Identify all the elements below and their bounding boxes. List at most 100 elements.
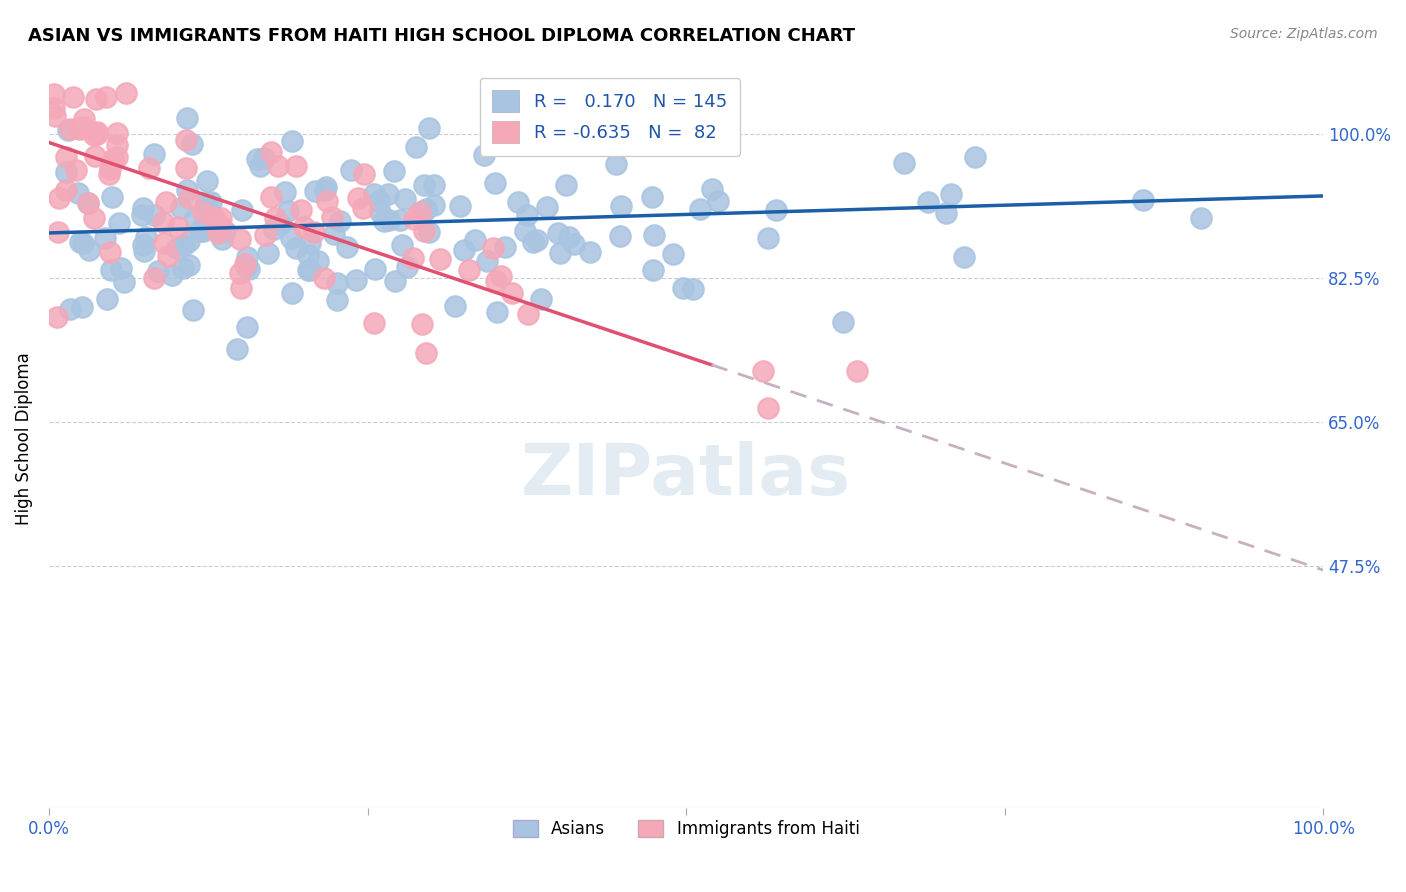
Point [605,156,627,170]
Point [578,244,600,259]
Point [83,211,105,226]
Point [264,211,287,226]
Point [152,215,174,229]
Point [547,227,569,241]
Point [423,178,446,192]
Point [389,212,412,227]
Point [269,217,291,231]
Point [643,227,665,242]
Point [516,208,538,222]
Point [135,230,157,244]
Point [181,303,204,318]
Point [45,310,67,324]
Point [423,198,446,212]
Point [609,229,631,244]
Point [501,286,523,301]
Point [643,263,665,277]
Point [238,261,260,276]
Point [484,176,506,190]
Point [304,184,326,198]
Point [55,164,77,178]
Point [42,101,65,115]
Point [564,237,586,252]
Point [204,211,226,226]
Point [84,92,107,106]
Point [55,183,77,197]
Point [453,244,475,258]
Point [263,222,285,236]
Point [298,235,321,250]
Point [391,237,413,252]
Point [415,346,437,360]
Point [412,224,434,238]
Point [893,155,915,169]
Point [48,191,70,205]
Point [464,233,486,247]
Point [138,161,160,175]
Point [167,220,190,235]
Point [110,261,132,276]
Point [105,150,128,164]
Point [373,214,395,228]
Point [209,211,232,226]
Point [548,246,571,260]
Text: ASIAN VS IMMIGRANTS FROM HAITI HIGH SCHOOL DIPLOMA CORRELATION CHART: ASIAN VS IMMIGRANTS FROM HAITI HIGH SCHO… [28,27,855,45]
Point [48,225,70,239]
Point [166,241,188,255]
Point [72,120,94,134]
Point [100,190,122,204]
Point [132,202,155,216]
Point [76,196,98,211]
Point [935,205,957,219]
Point [229,232,252,246]
Point [515,224,537,238]
Point [176,133,198,147]
Point [352,201,374,215]
Point [55,151,77,165]
Point [314,271,336,285]
Point [412,203,434,218]
Point [458,263,481,277]
Point [409,204,432,219]
Point [706,194,728,209]
Point [195,174,218,188]
Point [336,240,359,254]
Point [103,152,125,166]
Point [229,280,252,294]
Point [211,232,233,246]
Point [292,219,315,234]
Point [965,150,987,164]
Point [444,299,467,313]
Point [482,241,505,255]
Point [297,262,319,277]
Point [195,200,218,214]
Point [689,202,711,216]
Point [672,281,695,295]
Point [59,122,82,136]
Point [58,122,80,136]
Point [418,225,440,239]
Point [105,126,128,140]
Point [506,195,529,210]
Point [314,183,336,197]
Point [96,90,118,104]
Point [297,248,319,262]
Point [846,364,869,378]
Point [191,205,214,219]
Point [183,211,205,226]
Point [394,192,416,206]
Point [236,320,259,334]
Point [142,208,165,222]
Point [253,151,276,165]
Point [449,199,471,213]
Point [475,254,498,268]
Point [86,127,108,141]
Point [143,147,166,161]
Point [69,122,91,136]
Point [353,167,375,181]
Point [177,234,200,248]
Point [472,148,495,162]
Point [209,219,232,234]
Point [236,250,259,264]
Point [112,275,135,289]
